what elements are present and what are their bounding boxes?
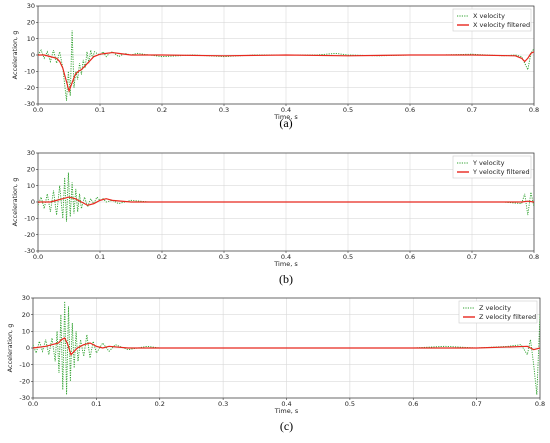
y-axis-label: Acceleration, g [6,324,14,373]
chart-panel-2: 0.0 0.1 0.2 0.3 0.4 0.5 0.6 0.7 0.8 30 20 10 0 -10 -20… [6,294,545,433]
y-tick-label: 0 [26,344,30,352]
x-tick-label: 0.1 [95,253,105,261]
y-tick-label: -30 [19,394,30,402]
series-line-1 [38,51,534,93]
legend-label: Y velocity filtered [472,168,530,176]
y-tick-label: 0 [31,51,35,59]
x-tick-label: 0.5 [345,400,355,408]
x-axis-label: Time, s [274,407,299,415]
y-tick-label: -30 [24,247,35,255]
y-tick-label: 10 [27,35,35,43]
x-tick-label: 0.1 [95,106,105,114]
x-axis-label: Time, s [273,260,298,268]
x-tick-label: 0.8 [529,106,539,114]
y-tick-label: 10 [27,182,35,190]
chart-panel-1: 0.0 0.1 0.2 0.3 0.4 0.5 0.6 0.7 0.8 30 20 10 0 -10 -20… [11,149,539,286]
series-line-0 [33,301,540,395]
y-axis-label: Acceleration, g [11,31,19,80]
legend-box [452,8,532,32]
y-tick-label: 0 [31,198,35,206]
y-tick-label: -20 [24,231,35,239]
x-tick-label: 0.7 [467,106,477,114]
y-tick-label: -10 [24,68,35,76]
y-axis-label: Acceleration, g [11,178,19,227]
legend-box [458,300,538,324]
y-tick-label: -10 [19,361,30,369]
legend-label: Z velocity filtered [479,313,536,321]
y-tick-label: -30 [24,100,35,108]
y-tick-label: 20 [27,19,35,27]
x-tick-label: 0.3 [218,400,228,408]
x-tick-label: 0.2 [157,106,167,114]
x-axis-label: Time, s [273,113,298,121]
y-tick-label: 30 [22,294,30,302]
legend-label: X velocity filtered [473,21,530,29]
x-tick-label: 0.4 [281,400,291,408]
x-tick-label: 0.7 [467,253,477,261]
x-tick-label: 0.6 [405,253,415,261]
x-tick-label: 0.4 [281,106,291,114]
legend-label: X velocity [473,12,505,20]
y-tick-label: 30 [27,149,35,157]
x-tick-label: 0.5 [343,253,353,261]
y-tick-label: 20 [22,311,30,319]
y-tick-label: 30 [27,2,35,10]
x-tick-label: 0.0 [33,253,43,261]
panel-caption: (c) [280,419,293,433]
y-tick-label: 10 [22,328,30,336]
y-tick-label: -20 [24,84,35,92]
x-tick-label: 0.3 [219,253,229,261]
x-tick-label: 0.0 [28,400,38,408]
x-tick-label: 0.8 [529,253,539,261]
chart-panel-0: 0.0 0.1 0.2 0.3 0.4 0.5 0.6 0.7 0.8 30 20 10 0 -10 -20… [11,2,539,130]
x-tick-label: 0.2 [155,400,165,408]
x-tick-label: 0.7 [471,400,481,408]
x-tick-label: 0.0 [33,106,43,114]
x-tick-label: 0.2 [157,253,167,261]
y-tick-label: -10 [24,215,35,223]
y-tick-label: 20 [27,166,35,174]
y-tick-label: -20 [19,378,30,386]
x-tick-label: 0.5 [343,106,353,114]
panel-caption: (a) [279,116,292,130]
x-tick-label: 0.4 [281,253,291,261]
series-line-1 [33,337,540,356]
x-tick-label: 0.6 [405,106,415,114]
x-tick-label: 0.3 [219,106,229,114]
x-tick-label: 0.6 [408,400,418,408]
legend-label: Z velocity [479,304,511,312]
series-line-1 [38,196,534,206]
panel-caption: (b) [279,272,293,286]
legend-box [452,155,532,179]
x-tick-label: 0.1 [91,400,101,408]
x-tick-label: 0.8 [535,400,545,408]
legend-label: Y velocity [472,159,505,167]
